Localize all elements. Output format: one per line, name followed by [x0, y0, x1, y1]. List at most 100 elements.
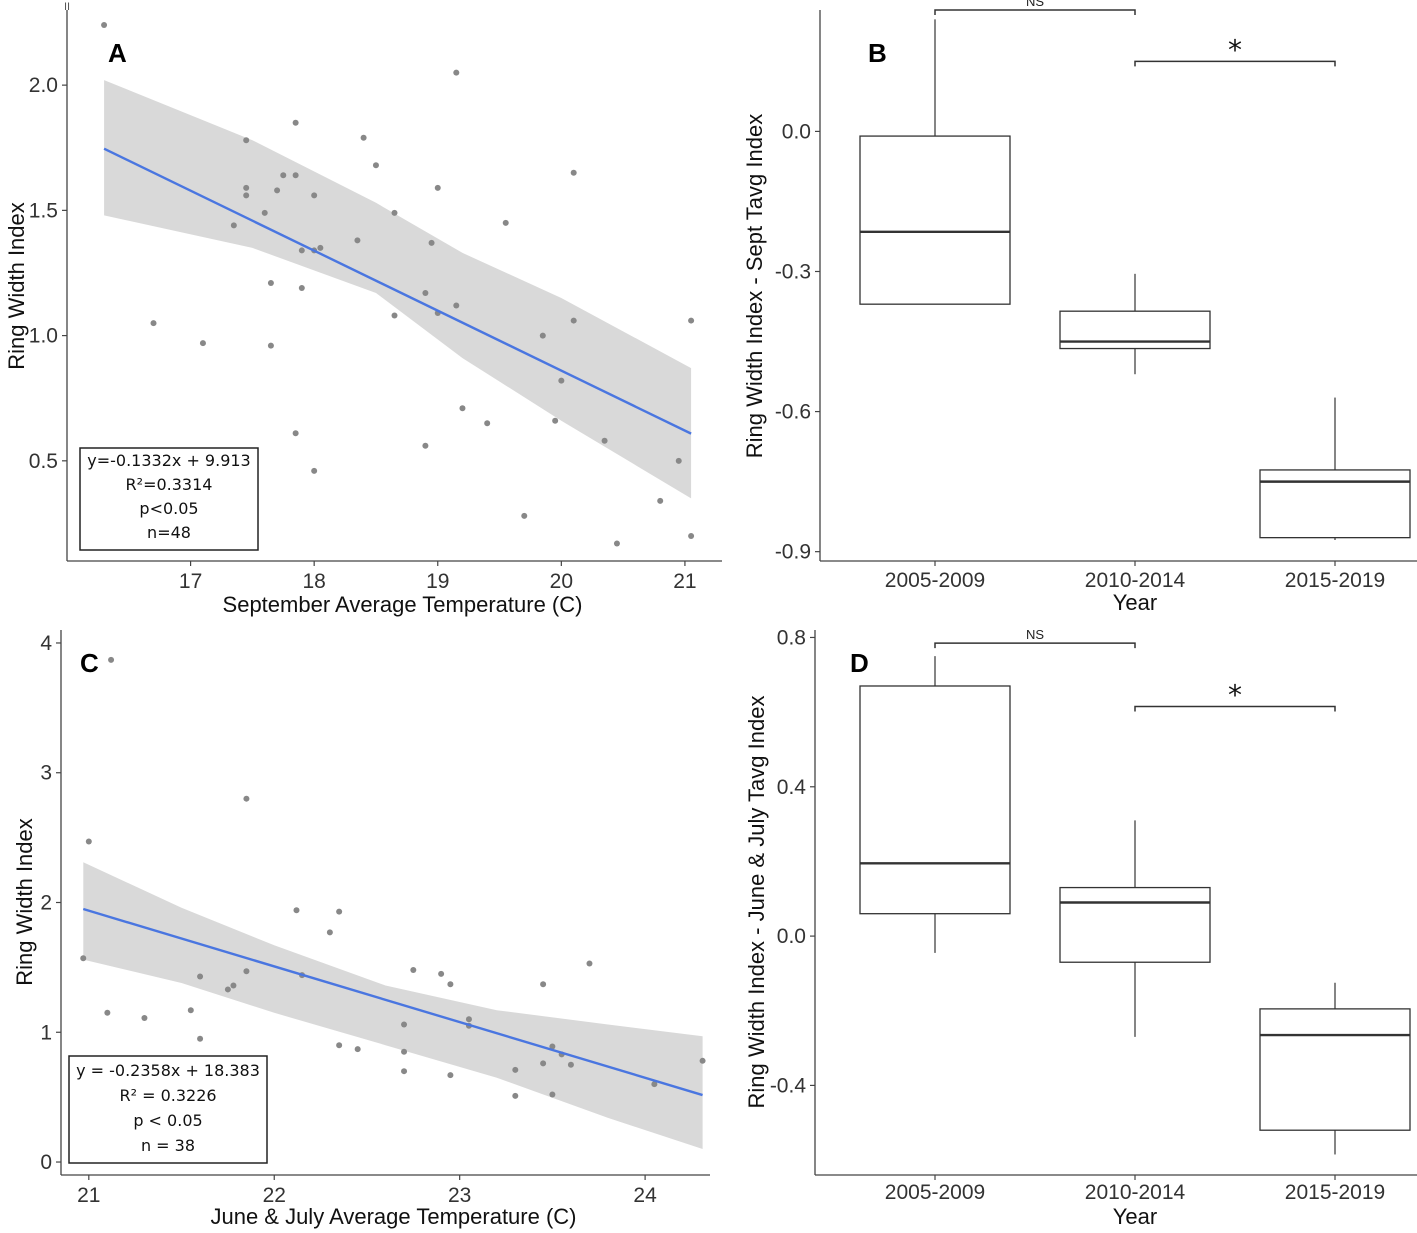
data-point — [401, 1068, 408, 1075]
x-tick-label: 2005-2009 — [885, 569, 985, 592]
box-iqr — [859, 685, 1011, 915]
data-point — [224, 986, 231, 993]
data-point — [243, 137, 250, 144]
data-point — [354, 237, 361, 244]
data-point — [293, 907, 300, 914]
y-tick-label: -0.6 — [775, 401, 811, 424]
data-point — [502, 219, 509, 226]
data-point — [688, 532, 695, 539]
x-tick-label: 24 — [633, 1184, 657, 1207]
significance-bracket — [934, 9, 1136, 15]
panel-letter: A — [108, 38, 127, 68]
x-axis-title: Year — [1113, 590, 1157, 615]
data-point — [372, 162, 379, 169]
data-point — [267, 342, 274, 349]
data-point — [570, 169, 577, 176]
data-point — [434, 184, 441, 191]
data-point — [521, 512, 528, 519]
x-axis-title: Year — [1113, 1204, 1157, 1229]
y-axis-title: Ring Width Index — [12, 818, 37, 986]
data-point — [101, 22, 108, 29]
panel-letter: C — [80, 648, 99, 678]
data-point — [80, 955, 87, 962]
data-point — [336, 908, 343, 915]
data-point — [311, 192, 318, 199]
regression-stat-line: y=-0.1332x + 9.913 — [87, 451, 250, 470]
x-tick-label: 2005-2009 — [885, 1181, 985, 1204]
y-tick-label: 0.0 — [777, 925, 806, 948]
significance-bracket — [934, 642, 1136, 649]
significance-bracket — [1134, 60, 1336, 67]
data-point — [570, 317, 577, 324]
data-point — [558, 377, 565, 384]
confidence-band — [104, 80, 692, 499]
data-point — [298, 247, 305, 254]
data-point — [280, 172, 287, 179]
regression-line — [82, 907, 703, 1097]
x-tick-label: 18 — [302, 570, 325, 593]
data-point — [292, 119, 299, 126]
box-iqr — [1059, 310, 1211, 350]
y-axis-title: Ring Width Index - Sept Tavg Index — [742, 114, 767, 458]
data-point — [484, 420, 491, 427]
data-point — [243, 192, 250, 199]
y-tick-label: -0.9 — [775, 541, 811, 564]
data-point — [539, 332, 546, 339]
data-point — [601, 437, 608, 444]
data-point — [540, 1060, 547, 1067]
y-axis-title: Ring Width Index - June & July Tavg Inde… — [744, 696, 769, 1109]
x-tick-label: 17 — [179, 570, 202, 593]
data-point — [549, 1091, 556, 1098]
regression-stat-line: p < 0.05 — [133, 1111, 202, 1130]
data-point — [512, 1066, 519, 1073]
data-point — [512, 1092, 519, 1099]
data-point — [298, 285, 305, 292]
y-tick-label: 0.4 — [777, 776, 807, 799]
x-tick-label: 21 — [77, 1184, 100, 1207]
stray-mark: II — [64, 1, 70, 13]
data-point — [243, 795, 250, 802]
regression-stat-line: R²=0.3314 — [126, 475, 213, 494]
data-point — [354, 1046, 361, 1053]
regression-stat-line: n = 38 — [141, 1136, 195, 1155]
data-point — [243, 184, 250, 191]
data-point — [540, 981, 547, 988]
x-axis-title: June & July Average Temperature (C) — [210, 1204, 576, 1229]
data-point — [317, 244, 324, 251]
data-point — [85, 838, 92, 845]
y-tick-label: 2.0 — [29, 74, 58, 97]
data-point — [150, 320, 157, 327]
data-point — [108, 656, 115, 663]
data-point — [274, 187, 281, 194]
data-point — [453, 69, 460, 76]
data-point — [613, 540, 620, 547]
regression-stats-box — [79, 447, 259, 551]
x-tick-label: 21 — [673, 570, 696, 593]
data-point — [401, 1048, 408, 1055]
regression-stat-line: p<0.05 — [139, 499, 198, 518]
data-point — [141, 1014, 148, 1021]
data-point — [675, 457, 682, 464]
data-point — [197, 973, 204, 980]
data-point — [699, 1057, 706, 1064]
data-point — [438, 970, 445, 977]
data-point — [453, 302, 460, 309]
regression-stats-box — [68, 1055, 268, 1164]
y-tick-label: 1.0 — [29, 325, 58, 348]
x-tick-label: 22 — [263, 1184, 286, 1207]
box-iqr — [1059, 886, 1211, 963]
data-point — [360, 134, 367, 141]
y-tick-label: 2 — [40, 892, 52, 915]
y-tick-label: 0 — [40, 1151, 52, 1174]
x-tick-label: 19 — [426, 570, 449, 593]
x-tick-label: 20 — [550, 570, 573, 593]
significance-label: * — [1228, 679, 1242, 712]
panel-b-boxplot: B 0.0 -0.3 -0.6 -0.9 Ring Width Index - Sept … — [742, 0, 1417, 615]
data-point — [688, 317, 695, 324]
significance-label: NS — [1026, 627, 1044, 642]
data-point — [549, 1043, 556, 1050]
panel-a-scatter: A 0.5 1.0 1.5 2.0 Ring Width Index September A… — [4, 10, 722, 617]
data-point — [267, 279, 274, 286]
